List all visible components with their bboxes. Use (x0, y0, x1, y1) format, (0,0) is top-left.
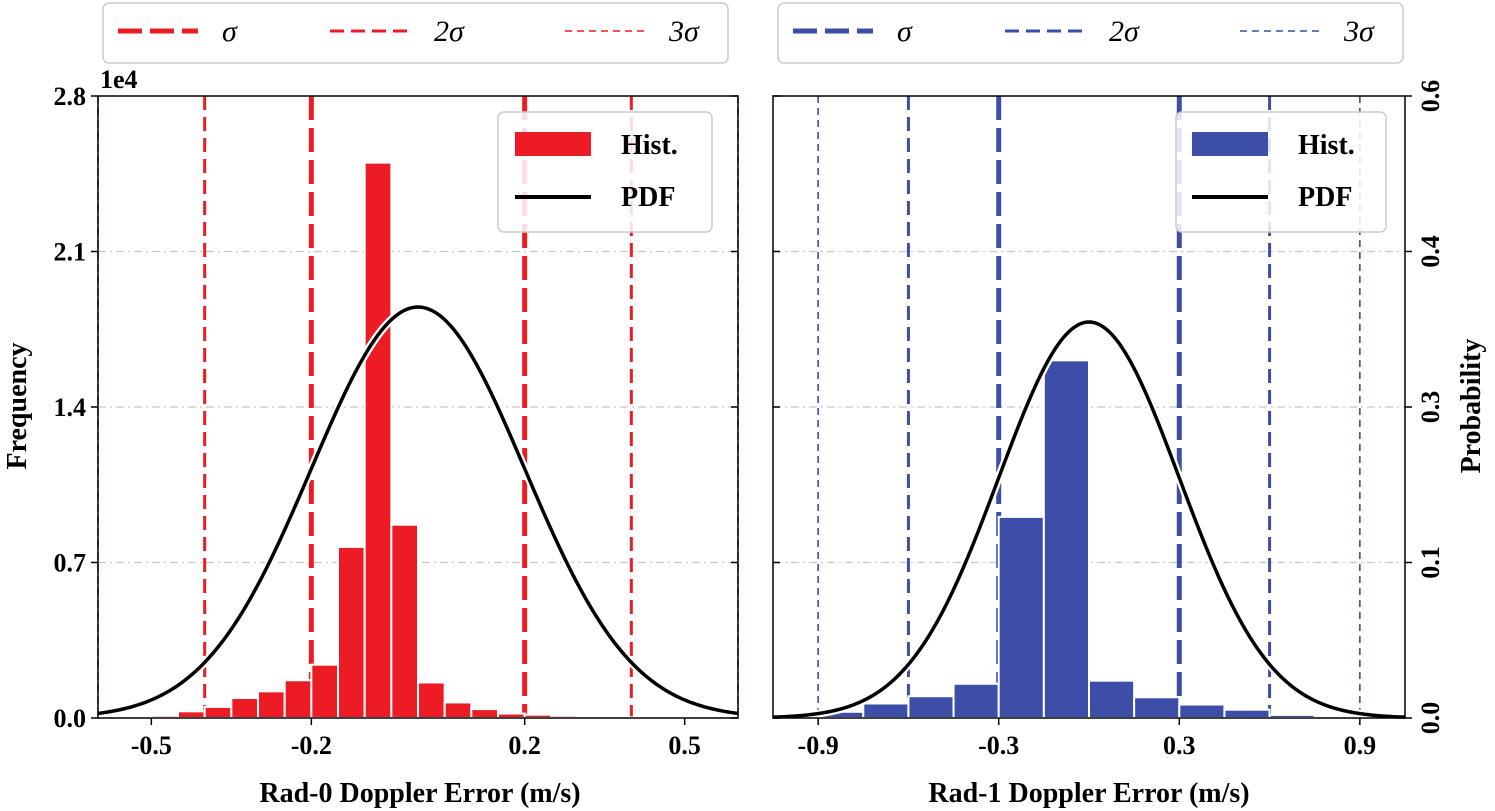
left-hist-bar (177, 710, 206, 719)
right-hist-bar (907, 695, 955, 719)
left-hist-bar (363, 161, 393, 719)
left-legend-sigma2-label: 2σ (434, 15, 465, 48)
right-x-tick-label: 0.3 (1163, 731, 1196, 760)
right-y-axis-label: Probability (1456, 339, 1487, 474)
left-x-axis-label-text: Rad-0 Doppler Error (259, 778, 513, 809)
left-x-tick-label: 0.5 (668, 731, 701, 760)
right-legend-sigma3-label: 3σ (1343, 15, 1375, 48)
right-legend-hist-patch (1192, 132, 1268, 156)
right-legend-pdf-label: PDF (1298, 182, 1352, 213)
right-y-tick-label: 0.0 (1416, 702, 1445, 735)
left-x-axis-label: Rad-0 Doppler Error (m/s) (259, 778, 580, 809)
right-x-axis-label-text: Rad-1 Doppler Error (928, 778, 1182, 809)
left-hist-bar (390, 523, 420, 719)
right-hist-bar (862, 702, 910, 720)
left-y-tick-label: 0.7 (54, 549, 87, 578)
left-hist-bar (257, 690, 286, 719)
right-sigma-legend: σ 2σ 3σ (777, 2, 1404, 64)
left-legend-sigma1-label: σ (222, 15, 238, 48)
left-y-tick-label: 1.4 (54, 393, 87, 422)
left-x-tick-label: 0.2 (508, 731, 541, 760)
right-panel: -0.9 -0.3 0.3 0.9 0.0 0.1 0.3 0.4 0.6 Probabilit… (772, 2, 1487, 809)
right-hist-bar (1133, 696, 1181, 719)
right-hist-bar (1223, 708, 1271, 719)
left-legend-hist-patch (515, 132, 591, 156)
right-y-tick-label: 0.1 (1416, 546, 1445, 579)
right-hist-bar (997, 515, 1045, 719)
right-x-tick-label: 0.9 (1344, 731, 1377, 760)
left-panel: -0.5 -0.2 0.2 0.5 0.0 0.7 1.4 2.1 2.8 1e4 Freque… (2, 2, 739, 809)
right-inner-legend: Hist. PDF (1175, 111, 1387, 233)
left-x-axis-unit: (m/s) (520, 778, 581, 809)
right-legend-sigma1-label: σ (897, 15, 913, 48)
left-legend-sigma3-label: 3σ (668, 15, 700, 48)
left-hist-bar (417, 681, 446, 720)
right-histogram-bars (817, 359, 1407, 720)
left-hist-bar (283, 679, 313, 720)
right-ticks: -0.9 -0.3 0.3 0.9 0.0 0.1 0.3 0.4 0.6 (773, 80, 1445, 760)
right-y-tick-label: 0.6 (1416, 80, 1445, 113)
left-hist-bar (337, 545, 366, 720)
left-hist-bar (230, 697, 259, 719)
left-hist-bar (310, 663, 340, 720)
left-hist-bar (470, 708, 500, 719)
right-x-axis-unit: (m/s) (1189, 778, 1250, 809)
left-hist-bar (203, 705, 233, 720)
right-legend-hist-label: Hist. (1298, 130, 1355, 161)
left-pdf-curve (97, 303, 739, 718)
left-legend-pdf-label: PDF (621, 182, 675, 213)
left-ticks: -0.5 -0.2 0.2 0.5 0.0 0.7 1.4 2.1 2.8 (54, 82, 738, 760)
right-y-tick-label: 0.3 (1416, 391, 1445, 424)
right-hist-bar (1042, 359, 1091, 719)
right-gridlines (773, 250, 1405, 564)
left-histogram-bars (150, 161, 713, 720)
left-y-tick-label: 2.8 (54, 82, 87, 111)
right-pdf-line (772, 320, 1406, 719)
right-legend-sigma2-label: 2σ (1109, 15, 1140, 48)
left-x-tick-label: -0.5 (131, 731, 172, 760)
left-legend-hist-label: Hist. (621, 130, 678, 161)
right-y-tick-label: 0.4 (1416, 235, 1445, 268)
left-y-tick-label: 2.1 (54, 238, 87, 267)
left-pdf-line (97, 305, 739, 716)
right-x-tick-label: -0.9 (798, 731, 839, 760)
right-hist-bar (1088, 679, 1136, 719)
left-sigma-legend: σ 2σ 3σ (102, 2, 729, 64)
right-hist-bar (1178, 703, 1226, 719)
left-y-tick-label: 0.0 (54, 704, 87, 733)
left-y-multiplier: 1e4 (100, 65, 138, 94)
right-pdf-curve (772, 317, 1406, 722)
left-y-axis-label: Frequency (2, 342, 33, 469)
right-x-axis-label: Rad-1 Doppler Error (m/s) (928, 778, 1249, 809)
left-inner-legend: Hist. PDF (497, 111, 713, 233)
left-hist-bar (443, 701, 473, 720)
right-hist-bar (952, 682, 1000, 719)
left-x-tick-label: -0.2 (291, 731, 332, 760)
right-x-tick-label: -0.3 (978, 731, 1019, 760)
